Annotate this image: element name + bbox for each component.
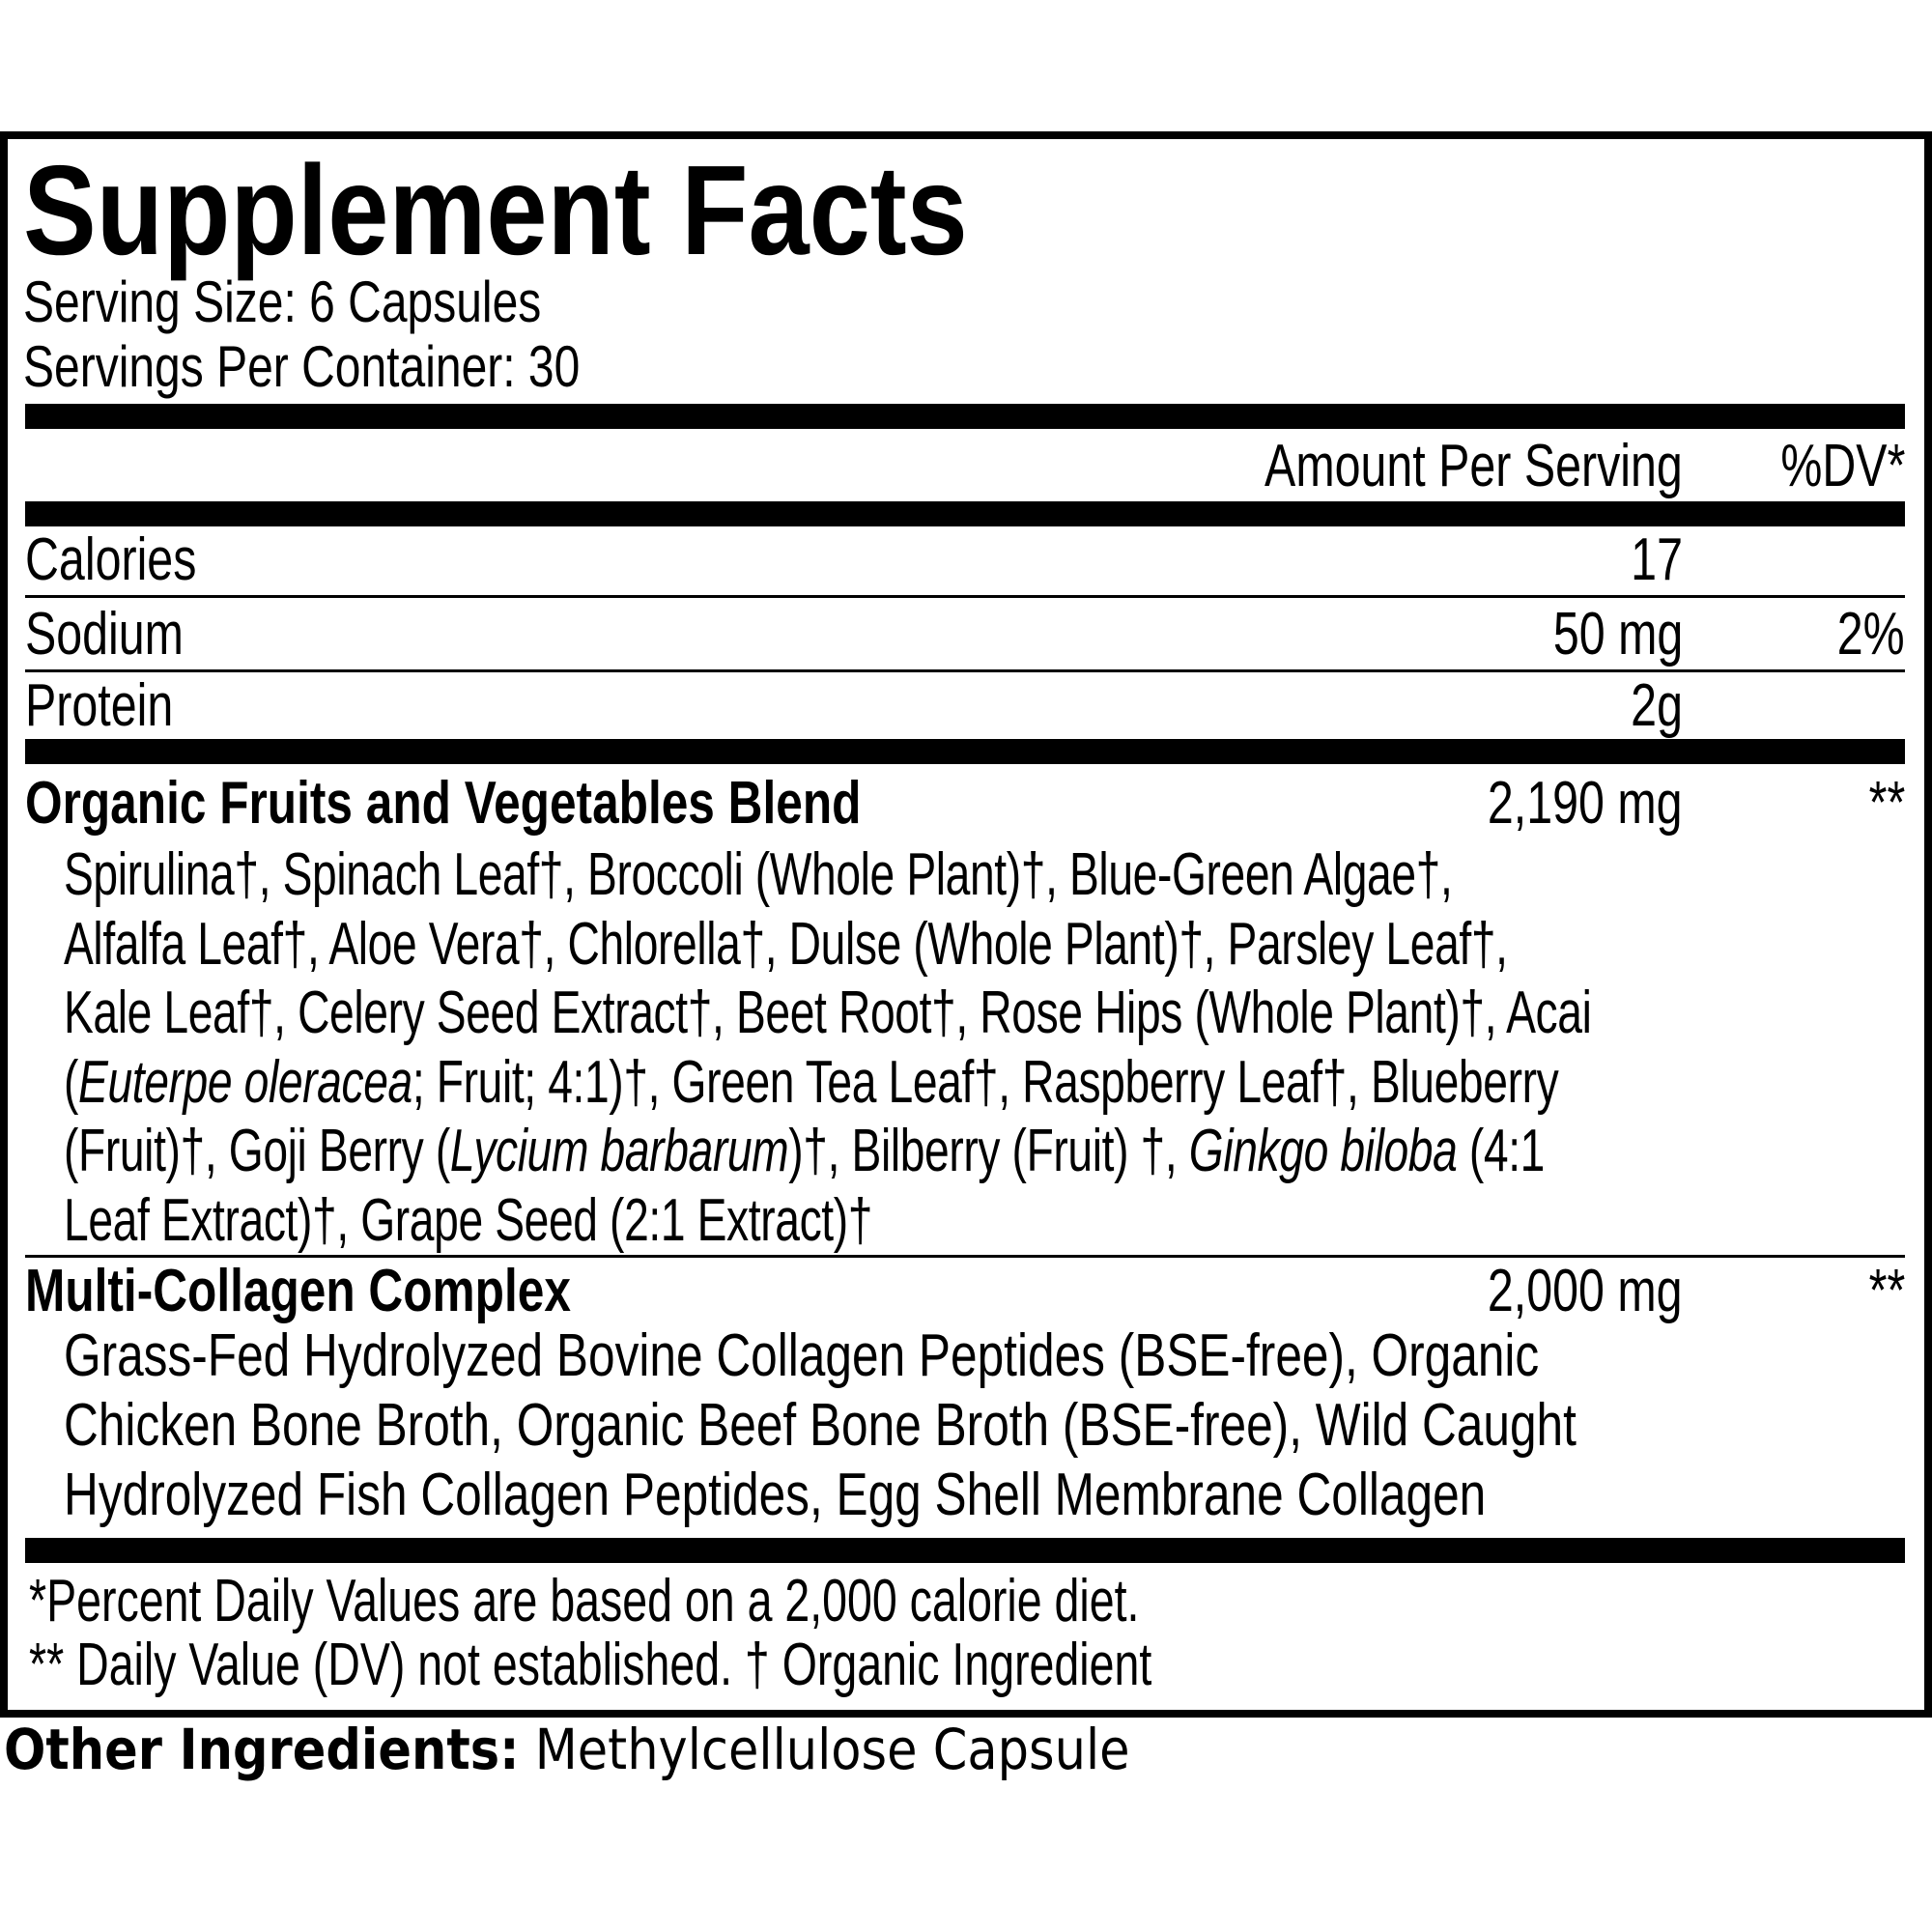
- collagen-ingredient-line: Chicken Bone Broth, Organic Beef Bone Br…: [64, 1392, 1577, 1459]
- divider-thick: [25, 1538, 1905, 1563]
- ingredient-text: )†, Bilberry (Fruit) †,: [788, 1118, 1189, 1184]
- amount-header: Amount Per Serving: [1264, 433, 1683, 499]
- divider-thin: [25, 1255, 1905, 1258]
- footnote-organic: ** Daily Value (DV) not established. † O…: [29, 1632, 1152, 1698]
- other-ingredients: Other Ingredients: Methylcellulose Capsu…: [4, 1721, 1130, 1777]
- nutrient-dv: 2%: [1837, 601, 1905, 668]
- collagen-ingredient-line: Grass-Fed Hydrolyzed Bovine Collagen Pep…: [64, 1322, 1540, 1389]
- divider-thin: [25, 669, 1905, 672]
- blend-ingredient-line: (Euterpe oleracea; Fruit; 4:1)†, Green T…: [64, 1052, 1559, 1113]
- collagen-name: Multi-Collagen Complex: [25, 1258, 571, 1324]
- servings-per-container: Servings Per Container: 30: [23, 334, 581, 399]
- divider-thick: [25, 404, 1905, 429]
- blend-ingredient-line: Kale Leaf†, Celery Seed Extract†, Beet R…: [64, 980, 1592, 1046]
- botanical-name: Ginkgo biloba: [1188, 1118, 1458, 1184]
- serving-size: Serving Size: 6 Capsules: [23, 270, 542, 334]
- ingredient-text: (Fruit)†, Goji Berry (: [64, 1118, 450, 1184]
- other-ingredients-value: Methylcellulose Capsule: [519, 1717, 1130, 1782]
- nutrient-amount: 2g: [1631, 672, 1683, 739]
- nutrient-amount: 50 mg: [1552, 601, 1683, 668]
- footnote-dv: *Percent Daily Values are based on a 2,0…: [29, 1568, 1140, 1634]
- nutrient-amount: 17: [1631, 526, 1683, 593]
- blend-ingredient-line: (Fruit)†, Goji Berry (Lycium barbarum)†,…: [64, 1122, 1545, 1181]
- divider-thick: [25, 501, 1905, 526]
- blend-ingredient-line: Alfalfa Leaf†, Aloe Vera†, Chlorella†, D…: [64, 914, 1508, 975]
- ingredient-text: ; Fruit; 4:1)†, Green Tea Leaf†, Raspber…: [412, 1048, 1559, 1116]
- dv-header: %DV*: [1779, 433, 1905, 499]
- panel-title: Supplement Facts: [23, 139, 968, 281]
- nutrient-name: Calories: [25, 526, 197, 593]
- divider-thick: [25, 739, 1905, 764]
- blend-name: Organic Fruits and Vegetables Blend: [25, 770, 862, 837]
- other-ingredients-label: Other Ingredients:: [4, 1717, 520, 1782]
- collagen-dv: **: [1868, 1258, 1905, 1324]
- ingredient-text: Kale Leaf†, Celery Seed Extract†, Beet R…: [64, 980, 1592, 1046]
- ingredient-text: Leaf Extract)†, Grape Seed (2:1 Extract)…: [64, 1186, 873, 1254]
- collagen-ingredient-line: Hydrolyzed Fish Collagen Peptides, Egg S…: [64, 1462, 1487, 1528]
- blend-dv: **: [1868, 770, 1905, 837]
- blend-ingredient-line: Leaf Extract)†, Grape Seed (2:1 Extract)…: [64, 1190, 872, 1251]
- ingredient-text: (: [64, 1048, 79, 1116]
- ingredient-text: (4:1: [1457, 1118, 1545, 1184]
- collagen-amount: 2,000 mg: [1488, 1258, 1683, 1324]
- botanical-name: Lycium barbarum: [449, 1118, 789, 1184]
- supplement-facts-panel: [0, 131, 1932, 1718]
- nutrient-name: Protein: [25, 672, 174, 739]
- ingredient-text: Spirulina†, Spinach Leaf†, Broccoli (Who…: [64, 841, 1453, 908]
- nutrient-name: Sodium: [25, 601, 184, 668]
- divider-thin: [25, 595, 1905, 598]
- blend-amount: 2,190 mg: [1488, 770, 1683, 837]
- blend-ingredient-line: Spirulina†, Spinach Leaf†, Broccoli (Who…: [64, 845, 1453, 905]
- ingredient-text: Alfalfa Leaf†, Aloe Vera†, Chlorella†, D…: [64, 910, 1508, 978]
- botanical-name: Euterpe oleracea: [78, 1048, 412, 1116]
